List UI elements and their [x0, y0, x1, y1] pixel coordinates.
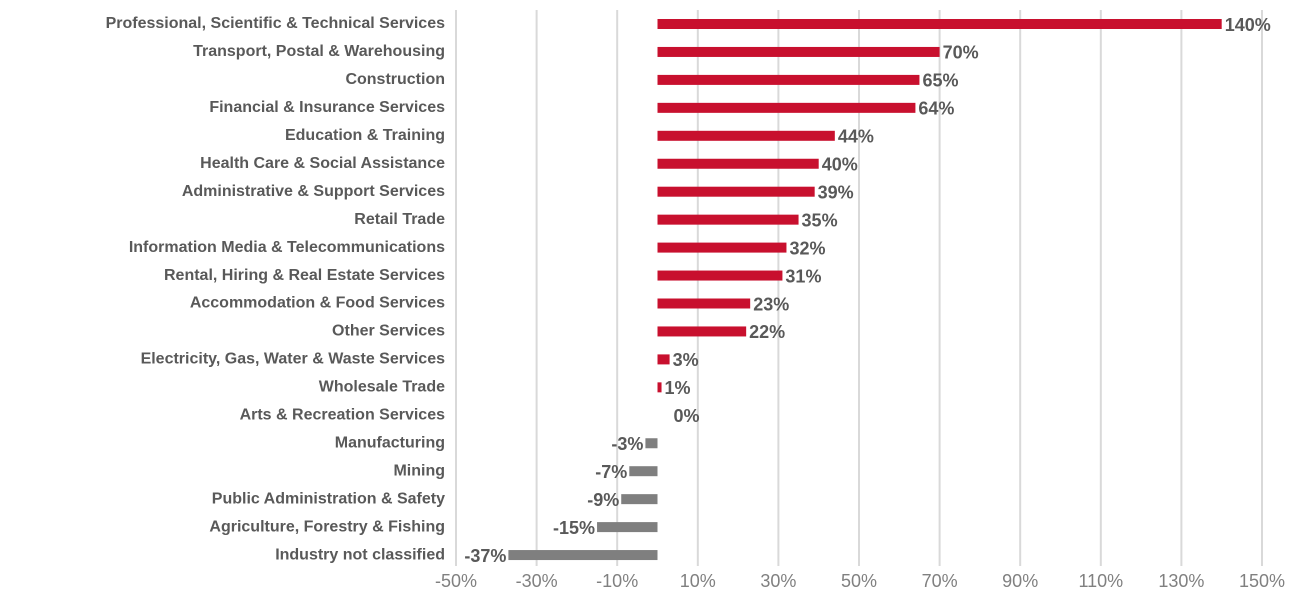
bar	[508, 550, 658, 561]
data-label: 3%	[673, 350, 699, 370]
bar	[657, 242, 787, 253]
category-label: Education & Training	[285, 127, 445, 144]
bar	[629, 466, 658, 477]
x-tick-label: 70%	[922, 571, 958, 591]
x-tick-label: -50%	[435, 571, 477, 591]
bar	[645, 438, 658, 449]
bar	[597, 522, 658, 533]
bar	[657, 46, 940, 57]
category-label: Construction	[345, 71, 445, 88]
category-label: Professional, Scientific & Technical Ser…	[106, 15, 446, 32]
category-label: Agriculture, Forestry & Fishing	[209, 518, 445, 535]
category-label: Financial & Insurance Services	[209, 99, 445, 116]
bar	[657, 102, 916, 113]
category-label: Electricity, Gas, Water & Waste Services	[141, 351, 446, 368]
bar	[657, 354, 670, 365]
x-tick-label: 150%	[1239, 571, 1285, 591]
bar	[657, 130, 835, 141]
x-tick-label: 50%	[841, 571, 877, 591]
data-label: 1%	[665, 378, 691, 398]
bar	[657, 214, 799, 225]
category-label: Information Media & Telecommunications	[129, 239, 445, 256]
data-label: 64%	[918, 99, 954, 119]
x-tick-label: 10%	[680, 571, 716, 591]
category-label: Industry not classified	[275, 546, 445, 563]
data-label: -15%	[553, 518, 595, 538]
category-label: Arts & Recreation Services	[240, 407, 446, 424]
x-tick-label: 90%	[1002, 571, 1038, 591]
bar	[657, 74, 920, 85]
bar	[657, 382, 662, 393]
bar	[657, 19, 1222, 29]
data-label: 32%	[789, 238, 825, 258]
bar	[657, 270, 783, 281]
data-label: 40%	[822, 155, 858, 175]
category-label: Retail Trade	[354, 211, 445, 228]
bar	[621, 494, 658, 505]
bar	[657, 298, 751, 309]
data-label: 0%	[674, 406, 700, 426]
bar	[657, 326, 747, 337]
category-label: Accommodation & Food Services	[190, 295, 445, 312]
category-label: Administrative & Support Services	[182, 183, 445, 200]
data-label: -3%	[611, 434, 643, 454]
data-label: -7%	[595, 462, 627, 482]
x-tick-label: 110%	[1078, 571, 1123, 591]
category-label: Mining	[393, 462, 445, 479]
category-label: Rental, Hiring & Real Estate Services	[164, 267, 445, 284]
data-label: 70%	[943, 43, 979, 63]
x-tick-label: -30%	[516, 571, 558, 591]
data-label: 23%	[753, 294, 789, 314]
data-label: 35%	[802, 210, 838, 230]
category-label: Transport, Postal & Warehousing	[193, 43, 445, 60]
bar	[657, 158, 819, 169]
bar	[657, 186, 815, 197]
category-label: Health Care & Social Assistance	[200, 155, 445, 172]
data-label: 65%	[922, 71, 958, 91]
data-label: -9%	[587, 490, 619, 510]
data-label: 31%	[785, 266, 821, 286]
data-label: 44%	[838, 127, 874, 147]
x-tick-label: 30%	[760, 571, 796, 591]
data-label: 39%	[818, 182, 854, 202]
category-label: Wholesale Trade	[319, 379, 445, 396]
category-label: Manufacturing	[335, 434, 445, 451]
x-tick-label: 130%	[1158, 571, 1204, 591]
category-label: Other Services	[332, 323, 445, 340]
category-label: Public Administration & Safety	[212, 490, 445, 507]
data-label: 22%	[749, 322, 785, 342]
data-label: -37%	[464, 546, 506, 566]
x-tick-label: -10%	[596, 571, 638, 591]
data-label: 140%	[1225, 15, 1271, 35]
